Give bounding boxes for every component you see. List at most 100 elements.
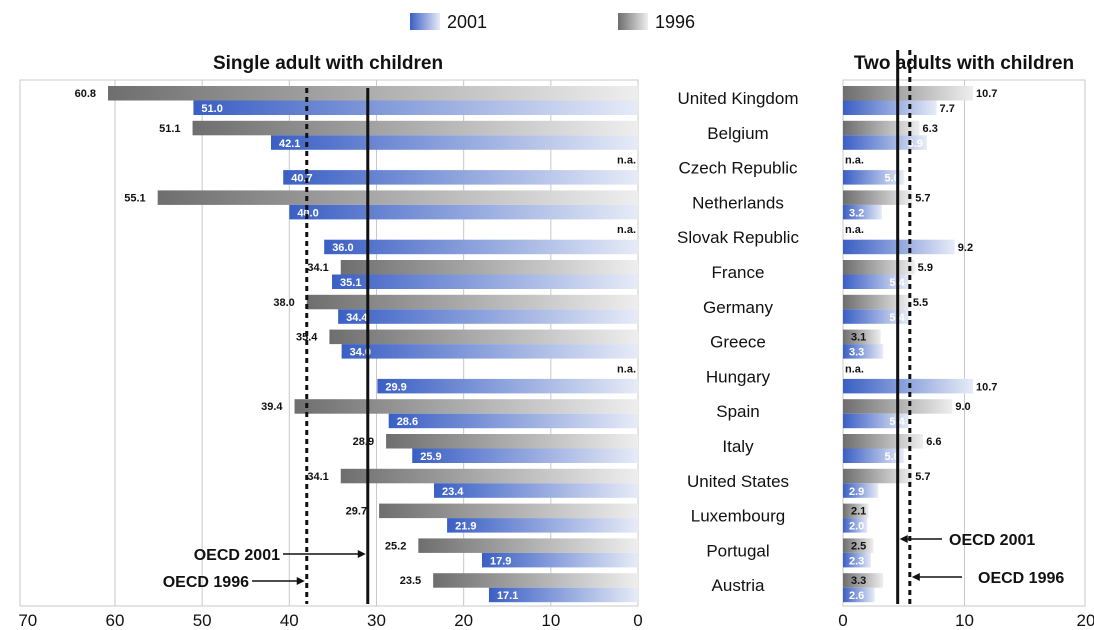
country-label-hungary: Hungary <box>706 367 771 386</box>
left-bar-2001-slovak-republic <box>324 239 638 255</box>
right-label-1996-italy: 6.6 <box>926 436 941 448</box>
left-label-1996-slovak-republic: n.a. <box>617 224 636 236</box>
left-tick-0: 0 <box>633 611 642 630</box>
left-tick-20: 20 <box>454 611 473 630</box>
right-label-1996-france: 5.9 <box>918 262 933 274</box>
right-label-2001-united-kingdom: 7.7 <box>940 103 955 115</box>
right-label-1996-austria: 3.3 <box>851 575 866 587</box>
right-bar-2001-netherlands <box>843 204 882 220</box>
left-bar-2001-hungary <box>377 378 638 394</box>
left-bars: 60.8 51.0 51.1 42.1 n.a. 40.7 55.1 40.0 n.a. 36.0… <box>75 86 639 603</box>
country-label-united-kingdom: United Kingdom <box>678 89 799 108</box>
axis-ticks: 70 60 50 40 30 20 10 0 0 10 20 <box>18 611 1094 630</box>
left-label-1996-austria: 23.5 <box>400 575 421 587</box>
right-bar-1996-france <box>843 260 915 275</box>
right-label-1996-slovak-republic: n.a. <box>845 224 864 236</box>
country-label-slovak-republic: Slovak Republic <box>677 228 799 247</box>
left-oecd-1996-label: OECD 1996 <box>163 574 249 591</box>
right-bar-2001-italy <box>843 448 904 463</box>
left-label-1996-united-kingdom: 60.8 <box>75 88 96 100</box>
legend-swatch-1996 <box>618 13 648 30</box>
left-oecd-2001-arrow <box>283 550 366 558</box>
right-tick-0: 0 <box>838 611 847 630</box>
right-label-1996-hungary: n.a. <box>845 363 864 375</box>
left-bar-2001-portugal <box>481 552 638 568</box>
left-label-2001-portugal: 17.9 <box>490 555 511 567</box>
left-bar-2001-greece <box>341 344 638 359</box>
left-bar-1996-spain <box>294 399 638 414</box>
country-label-france: France <box>712 263 765 282</box>
right-label-1996-greece: 3.1 <box>851 332 866 344</box>
legend-swatch-2001 <box>410 13 440 30</box>
left-label-2001-italy: 25.9 <box>420 451 441 463</box>
left-label-2001-united-kingdom: 51.0 <box>201 103 222 115</box>
left-bar-2001-germany <box>338 309 638 324</box>
left-bar-1996-portugal <box>418 538 638 553</box>
right-bar-2001-united-states <box>843 483 879 498</box>
legend-label-1996: 1996 <box>655 12 695 32</box>
right-oecd-1996-label: OECD 1996 <box>978 570 1064 587</box>
legend-label-2001: 2001 <box>447 12 487 32</box>
right-label-2001-italy: 5.0 <box>884 451 899 463</box>
left-label-1996-netherlands: 55.1 <box>124 192 145 204</box>
left-tick-30: 30 <box>367 611 386 630</box>
right-label-2001-netherlands: 3.2 <box>849 207 864 219</box>
right-bar-2001-germany <box>843 309 909 324</box>
right-label-2001-portugal: 2.3 <box>849 555 864 567</box>
country-label-austria: Austria <box>712 576 765 595</box>
right-label-2001-czech-republic: 5.0 <box>884 173 899 185</box>
right-bar-2001-hungary <box>843 378 974 394</box>
right-label-1996-germany: 5.5 <box>913 297 928 309</box>
right-label-2001-hungary: 10.7 <box>976 381 997 393</box>
country-label-united-states: United States <box>687 472 789 491</box>
right-bar-1996-netherlands <box>843 190 913 205</box>
right-bar-1996-united-kingdom <box>843 86 974 101</box>
left-oecd-2001-arrow-head <box>357 550 366 558</box>
right-oecd-2001-arrow <box>899 535 942 543</box>
right-panel-title: Two adults with children <box>854 53 1074 74</box>
left-oecd-1996-arrow-head <box>296 577 305 585</box>
left-label-2001-france: 35.1 <box>340 277 361 289</box>
left-label-1996-italy: 28.9 <box>353 436 374 448</box>
right-oecd-2001-label: OECD 2001 <box>949 532 1035 549</box>
right-label-1996-united-kingdom: 10.7 <box>976 88 997 100</box>
right-bar-1996-austria <box>843 573 884 588</box>
right-bar-1996-germany <box>843 294 910 310</box>
left-label-2001-united-states: 23.4 <box>442 486 464 498</box>
right-label-2001-greece: 3.3 <box>849 347 864 359</box>
left-bar-2001-luxembourg <box>447 518 638 533</box>
right-label-1996-luxembourg: 2.1 <box>851 506 866 518</box>
left-oecd-1996-arrow <box>252 577 305 585</box>
left-label-2001-germany: 34.4 <box>346 312 368 324</box>
left-bar-2001-spain <box>388 413 638 429</box>
left-label-2001-netherlands: 40.0 <box>297 207 318 219</box>
right-label-1996-belgium: 6.3 <box>923 123 938 135</box>
left-label-2001-belgium: 42.1 <box>279 138 300 150</box>
right-oecd-2001-arrow-head <box>899 535 908 543</box>
left-label-2001-luxembourg: 21.9 <box>455 521 476 533</box>
right-bar-1996-portugal <box>843 538 874 553</box>
left-tick-40: 40 <box>280 611 299 630</box>
right-label-2001-austria: 2.6 <box>849 590 864 602</box>
right-bar-1996-united-states <box>843 468 913 484</box>
left-bar-1996-france <box>340 260 638 275</box>
right-bar-2001-portugal <box>843 552 871 568</box>
left-bar-1996-united-states <box>340 468 638 484</box>
left-label-1996-greece: 35.4 <box>296 332 318 344</box>
right-label-1996-spain: 9.0 <box>955 401 970 413</box>
left-bar-1996-austria <box>433 573 638 588</box>
country-label-spain: Spain <box>716 402 759 421</box>
left-bar-2001-united-states <box>434 483 638 498</box>
right-label-2001-united-states: 2.9 <box>849 486 864 498</box>
right-label-1996-netherlands: 5.7 <box>915 192 930 204</box>
left-bar-1996-greece <box>329 329 638 345</box>
right-bar-1996-luxembourg <box>843 503 869 519</box>
left-oecd-2001-label: OECD 2001 <box>194 547 280 564</box>
country-label-germany: Germany <box>703 298 773 317</box>
country-label-netherlands: Netherlands <box>692 193 784 212</box>
left-label-1996-spain: 39.4 <box>261 401 283 413</box>
right-bar-2001-belgium <box>843 135 927 150</box>
right-label-2001-slovak-republic: 9.2 <box>958 242 973 254</box>
left-label-1996-france: 34.1 <box>307 262 328 274</box>
